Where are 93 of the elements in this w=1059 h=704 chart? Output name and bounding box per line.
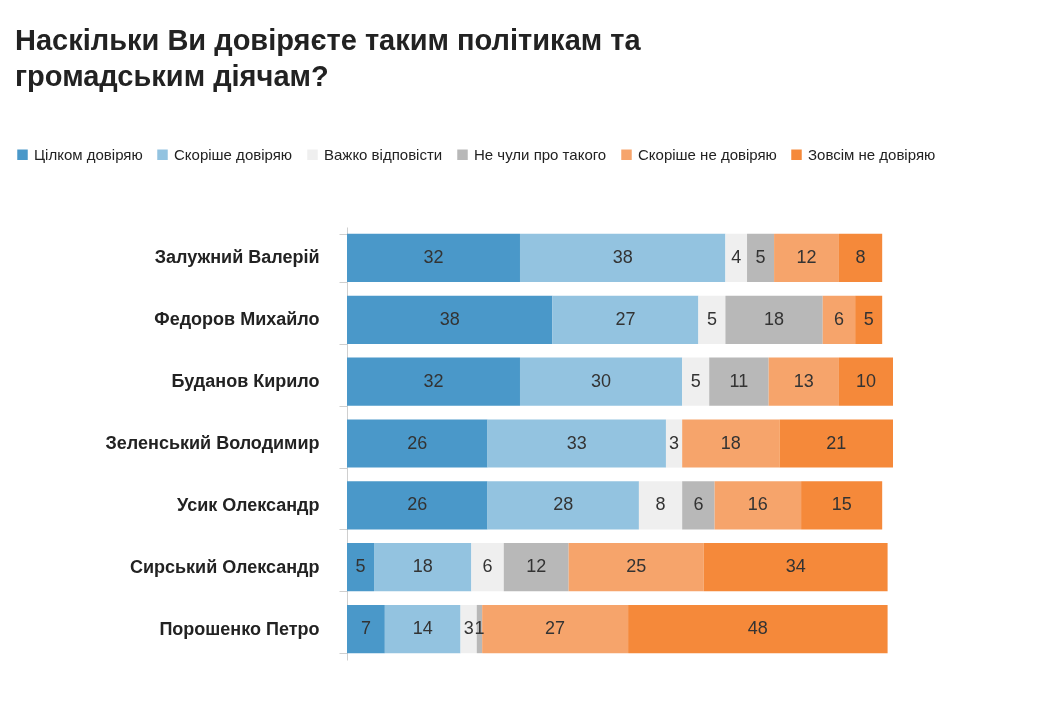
- y-tick-label: Федоров Михайло: [154, 309, 320, 330]
- data-label: 26: [407, 494, 428, 515]
- data-label: 48: [747, 618, 768, 639]
- y-tick-label: Усик Олександр: [177, 494, 320, 515]
- bar: [698, 295, 726, 344]
- data-label: 3: [463, 618, 474, 639]
- data-label: 15: [831, 494, 852, 515]
- chart-title: Наскільки Ви довіряєте таким політикам та громадським діячам?: [15, 23, 642, 94]
- bar: [855, 295, 883, 344]
- data-label: 27: [545, 618, 566, 639]
- y-tick-label: Зеленський Володимир: [105, 433, 320, 453]
- bar: [487, 481, 639, 530]
- legend-label: Важко відповісти: [324, 145, 443, 163]
- bar: [384, 604, 461, 654]
- data-label: 18: [764, 308, 785, 329]
- bar: [347, 357, 520, 406]
- bar: [503, 543, 569, 592]
- legend-label: Зовсім не довіряю: [808, 145, 936, 163]
- bar: [471, 543, 504, 592]
- bar: [347, 419, 488, 468]
- data-label: 21: [826, 432, 847, 453]
- bar: [801, 481, 883, 530]
- bar: [487, 419, 666, 468]
- data-label: 8: [655, 494, 666, 515]
- data-label: 38: [439, 308, 460, 329]
- bar: [747, 233, 775, 283]
- legend-label: Скоріше не довіряю: [638, 145, 777, 163]
- bar: [714, 481, 802, 530]
- bar: [709, 357, 769, 406]
- bar: [628, 604, 888, 654]
- bar: [347, 295, 553, 344]
- data-label: 14: [412, 618, 433, 639]
- data-label: 5: [690, 370, 701, 391]
- bar: [519, 233, 726, 283]
- data-label: 32: [423, 370, 444, 391]
- data-label: 25: [626, 556, 647, 577]
- data-label: 10: [855, 370, 876, 391]
- data-label: 28: [553, 494, 574, 515]
- data-label: 6: [482, 556, 493, 577]
- data-label: 18: [720, 432, 741, 453]
- data-label: 7: [360, 618, 371, 639]
- data-label: 32: [423, 246, 444, 267]
- bar: [838, 357, 893, 406]
- bar: [519, 357, 683, 406]
- data-label: 5: [863, 308, 874, 329]
- bar: [774, 233, 839, 283]
- data-label: 33: [566, 432, 587, 453]
- data-label: 8: [855, 246, 866, 267]
- legend-label: Не чули про такого: [474, 145, 607, 163]
- data-label: 6: [833, 308, 844, 329]
- bar: [347, 233, 520, 283]
- bar: [552, 295, 699, 344]
- data-label: 13: [793, 370, 814, 391]
- bar: [374, 543, 472, 592]
- legend-label: Скоріше довіряю: [174, 145, 293, 163]
- bar: [779, 419, 893, 468]
- data-label: 26: [407, 432, 428, 453]
- bar: [703, 543, 888, 592]
- data-label: 3: [669, 432, 680, 453]
- bar: [725, 295, 823, 344]
- y-tick-label: Порошенко Петро: [159, 618, 320, 639]
- data-label: 5: [355, 556, 366, 577]
- bar: [347, 481, 488, 530]
- data-label: 12: [526, 556, 547, 577]
- data-label: 27: [615, 308, 636, 329]
- bar: [725, 233, 748, 283]
- bar: [768, 357, 839, 406]
- bar: [347, 543, 375, 592]
- bar: [665, 419, 683, 468]
- data-label: 11: [729, 370, 749, 391]
- data-label: 16: [747, 494, 768, 515]
- bar: [838, 233, 883, 283]
- bar: [682, 481, 715, 530]
- y-tick-label: Залужний Валерій: [154, 247, 320, 268]
- data-label: 5: [755, 246, 766, 267]
- legend-label: Цілком довіряю: [34, 145, 143, 163]
- y-tick-label: Сирський Олександр: [129, 556, 320, 577]
- data-label: 4: [731, 246, 742, 267]
- bar: [682, 419, 780, 468]
- data-label: 38: [612, 246, 633, 267]
- bar: [482, 604, 629, 654]
- data-label: 34: [785, 556, 806, 577]
- y-tick-label: Буданов Кирило: [171, 371, 320, 392]
- bar: [822, 295, 856, 344]
- bar: [568, 543, 704, 592]
- bar: [682, 357, 710, 406]
- data-label: 30: [591, 370, 612, 391]
- bar: [347, 604, 385, 654]
- data-label: 5: [706, 308, 717, 329]
- bar: [638, 481, 683, 530]
- data-label: 12: [796, 246, 817, 267]
- data-label: 6: [693, 494, 704, 515]
- data-label: 18: [412, 556, 433, 577]
